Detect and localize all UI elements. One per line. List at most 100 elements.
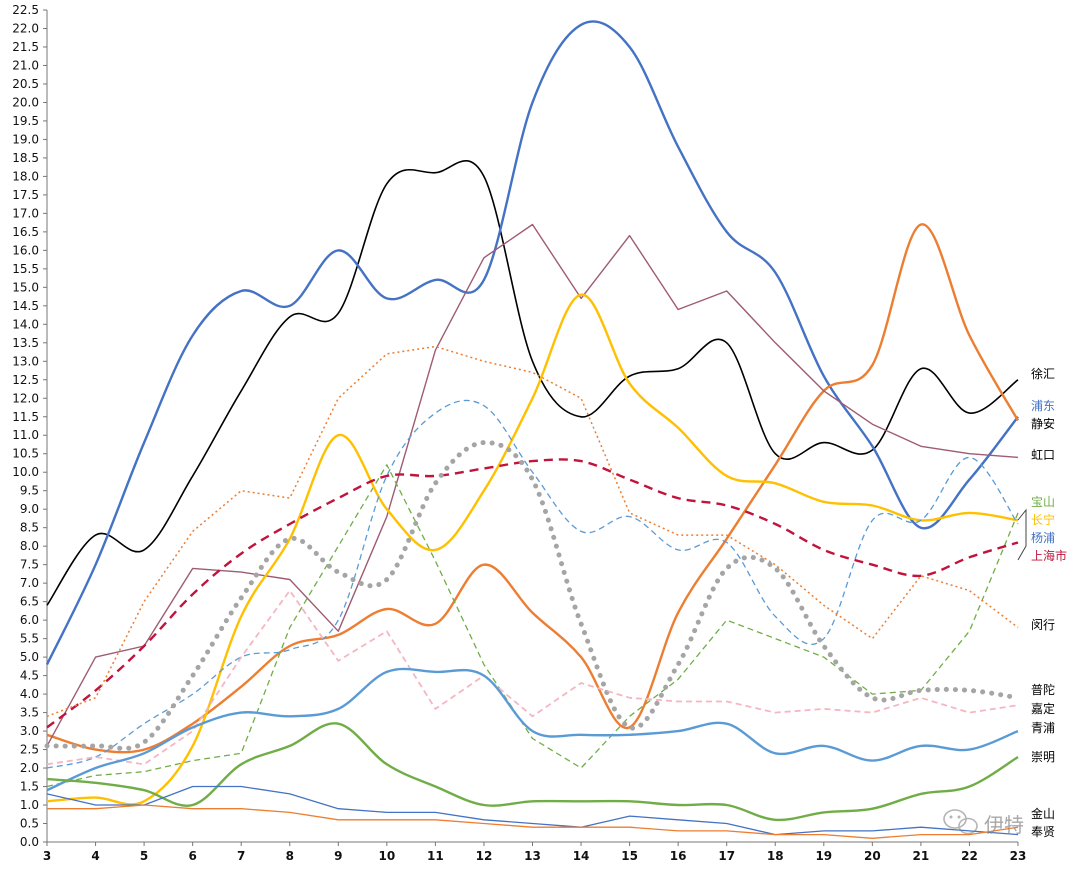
watermark-text: 伊特 bbox=[984, 813, 1024, 837]
x-tick-label: 17 bbox=[718, 849, 735, 863]
series-line-1 bbox=[45, 20, 1019, 666]
x-tick-label: 13 bbox=[524, 849, 541, 863]
label-connector bbox=[1017, 508, 1027, 561]
y-tick-label: 7.5 bbox=[20, 558, 39, 572]
end-label: 静安 bbox=[1031, 416, 1055, 431]
y-tick-label: 18.5 bbox=[12, 151, 39, 165]
watermark: 伊特 bbox=[943, 809, 1024, 837]
x-tick-label: 11 bbox=[427, 849, 444, 863]
series-line-2 bbox=[46, 223, 1020, 754]
y-tick-label: 16.5 bbox=[12, 225, 39, 239]
y-tick-label: 19.0 bbox=[12, 132, 39, 146]
end-label: 嘉定 bbox=[1031, 701, 1055, 716]
y-tick-label: 13.0 bbox=[12, 354, 39, 368]
series-line-0 bbox=[46, 160, 1019, 606]
y-tick-label: 12.0 bbox=[12, 391, 39, 405]
end-label: 杨浦 bbox=[1031, 530, 1055, 545]
y-tick-label: 16.0 bbox=[12, 243, 39, 257]
x-tick-label: 22 bbox=[961, 849, 978, 863]
y-tick-label: 2.0 bbox=[20, 761, 39, 775]
y-tick-label: 5.0 bbox=[20, 650, 39, 664]
y-tick-label: 7.0 bbox=[20, 576, 39, 590]
end-label: 崇明 bbox=[1031, 750, 1055, 764]
x-tick-label: 8 bbox=[286, 849, 294, 863]
y-tick-label: 21.0 bbox=[12, 58, 39, 72]
y-tick-label: 6.5 bbox=[20, 595, 39, 609]
axes: 0.0 0.5 1.0 1.5 2.0 2.5 3.0 3.5 4.0 4.5 5.0 5.5 6.0 6… bbox=[12, 3, 1026, 863]
y-tick-label: 15.0 bbox=[12, 280, 39, 294]
y-tick-label: 9.5 bbox=[20, 484, 39, 498]
y-tick-label: 4.5 bbox=[20, 669, 39, 683]
x-tick-label: 3 bbox=[43, 849, 51, 863]
y-tick-label: 22.5 bbox=[12, 3, 39, 17]
series-line-12 bbox=[46, 722, 1019, 822]
end-label: 宝山 bbox=[1031, 495, 1055, 509]
x-tick-label: 12 bbox=[476, 849, 493, 863]
y-tick-label: 10.0 bbox=[12, 465, 39, 479]
x-tick-label: 18 bbox=[767, 849, 784, 863]
y-tick-label: 17.5 bbox=[12, 188, 39, 202]
series-line-9 bbox=[44, 440, 1021, 751]
y-tick-label: 2.5 bbox=[20, 743, 39, 757]
x-tick-label: 7 bbox=[237, 849, 245, 863]
y-tick-label: 3.0 bbox=[20, 724, 39, 738]
end-label: 金山 bbox=[1031, 806, 1055, 821]
series-line-7 bbox=[46, 458, 1019, 729]
y-tick-label: 11.0 bbox=[12, 428, 39, 442]
series-line-11 bbox=[46, 667, 1019, 792]
y-tick-label: 10.5 bbox=[12, 447, 39, 461]
y-tick-label: 5.5 bbox=[20, 632, 39, 646]
x-tick-label: 19 bbox=[815, 849, 832, 863]
series-line-3 bbox=[46, 223, 1019, 747]
y-tick-label: 21.5 bbox=[12, 40, 39, 54]
x-tick-label: 21 bbox=[913, 849, 930, 863]
y-tick-label: 17.0 bbox=[12, 206, 39, 220]
x-tick-label: 4 bbox=[91, 849, 99, 863]
x-tick-label: 20 bbox=[864, 849, 881, 863]
y-tick-label: 3.5 bbox=[20, 706, 39, 720]
end-label: 青浦 bbox=[1031, 721, 1055, 735]
y-tick-label: 0.5 bbox=[20, 817, 39, 831]
y-tick-label: 18.0 bbox=[12, 169, 39, 183]
y-tick-label: 14.0 bbox=[12, 317, 39, 331]
y-tick-label: 15.5 bbox=[12, 262, 39, 276]
end-label: 奉贤 bbox=[1031, 825, 1055, 839]
y-tick-label: 20.0 bbox=[12, 95, 39, 109]
y-tick-label: 14.5 bbox=[12, 299, 39, 313]
x-tick-label: 23 bbox=[1010, 849, 1027, 863]
y-tick-label: 9.0 bbox=[20, 502, 39, 516]
series-line-6 bbox=[46, 399, 1019, 769]
y-tick-label: 8.0 bbox=[20, 539, 39, 553]
y-tick-label: 12.5 bbox=[12, 373, 39, 387]
y-tick-label: 11.5 bbox=[12, 410, 39, 424]
end-label: 浦东 bbox=[1031, 399, 1055, 413]
y-tick-label: 8.5 bbox=[20, 521, 39, 535]
series-line-13 bbox=[46, 785, 1019, 836]
x-tick-label: 14 bbox=[573, 849, 590, 863]
series-lines bbox=[44, 20, 1021, 839]
series-line-10 bbox=[46, 589, 1019, 766]
y-tick-label: 22.0 bbox=[12, 21, 39, 35]
y-tick-label: 0.0 bbox=[20, 835, 39, 849]
y-tick-label: 1.5 bbox=[20, 780, 39, 794]
series-line-4 bbox=[46, 464, 1019, 788]
series-line-5 bbox=[46, 293, 1019, 806]
y-tick-label: 20.5 bbox=[12, 77, 39, 91]
y-tick-label: 13.5 bbox=[12, 336, 39, 350]
y-tick-label: 4.0 bbox=[20, 687, 39, 701]
wechat-icon bbox=[943, 809, 978, 835]
y-tick-label: 6.0 bbox=[20, 613, 39, 627]
x-tick-label: 6 bbox=[188, 849, 196, 863]
x-tick-label: 15 bbox=[621, 849, 638, 863]
y-tick-label: 1.0 bbox=[20, 798, 39, 812]
series-line-8 bbox=[46, 345, 1019, 718]
x-tick-label: 5 bbox=[140, 849, 148, 863]
end-label: 上海市 bbox=[1031, 548, 1067, 563]
x-tick-label: 10 bbox=[378, 849, 395, 863]
series-line-14 bbox=[47, 804, 1019, 839]
end-label: 长宁 bbox=[1031, 512, 1055, 527]
x-tick-label: 16 bbox=[670, 849, 687, 863]
